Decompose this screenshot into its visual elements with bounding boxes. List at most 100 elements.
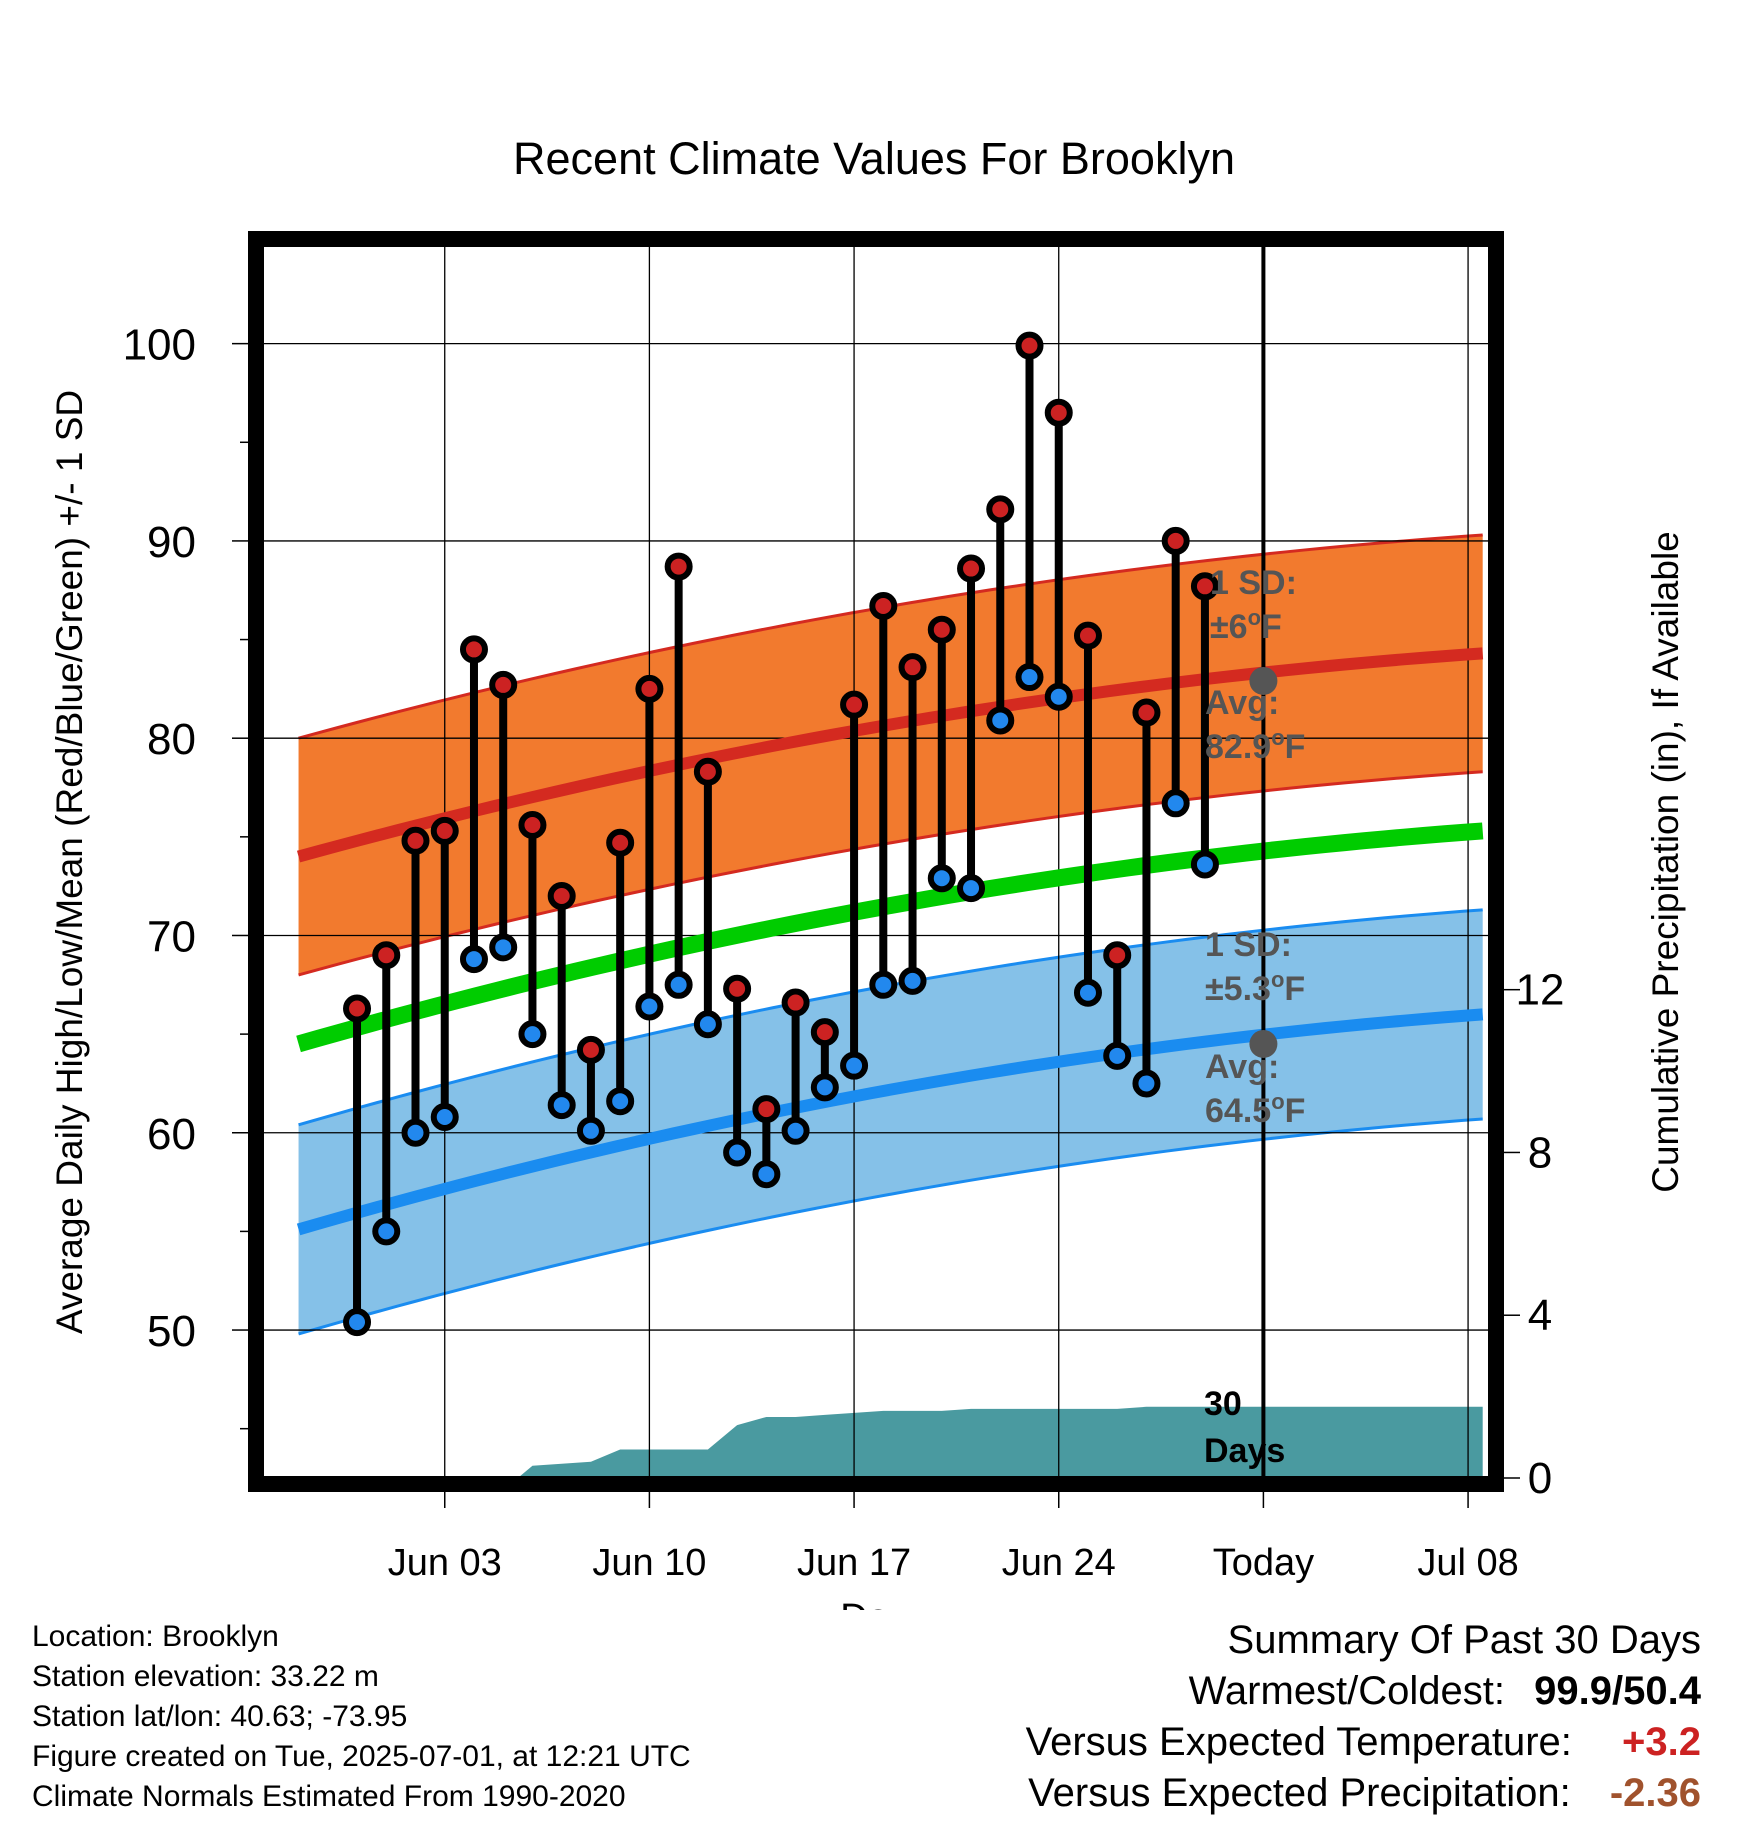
slash: / [1612, 1669, 1624, 1713]
daily-high-point [1161, 526, 1190, 555]
daily-high-point [1132, 698, 1161, 727]
daily-low-point [372, 1217, 401, 1246]
low-sd-band-lower-edge [298, 1117, 1483, 1336]
daily-low-point [1190, 850, 1219, 879]
daily-high-point [781, 988, 810, 1017]
daily-high-point [1103, 941, 1132, 970]
daily-high-point [898, 653, 927, 682]
daily-low-point [547, 1091, 576, 1120]
summary-heading: Summary Of Past 30 Days [1227, 1618, 1701, 1662]
normal-low-line [296, 1008, 1484, 1236]
daily-low-point [693, 1010, 722, 1039]
high-avg-label: Avg: [1205, 684, 1279, 722]
low-avg-label: Avg: [1205, 1048, 1279, 1086]
daily-low-point [430, 1102, 459, 1131]
daily-low-point [606, 1087, 635, 1116]
today-low-avg-dot [1249, 1029, 1278, 1058]
daily-high-point [693, 757, 722, 786]
daily-high-point [1015, 331, 1044, 360]
warm-cold-label: Warmest/Coldest: [1188, 1669, 1506, 1713]
daily-low-point [1044, 682, 1073, 711]
daily-high-point [372, 941, 401, 970]
y-axis-label: Average Daily High/Low/Mean (Red/Blue/Gr… [49, 390, 90, 1334]
warm-cold-values: 99.9/50.4 [1534, 1669, 1701, 1713]
chart-title: Recent Climate Values For Brooklyn [513, 133, 1235, 184]
daily-high-point [606, 828, 635, 857]
daily-high-point [957, 554, 986, 583]
daily-high-point [1073, 621, 1102, 650]
high-sd-band-lower-edge [298, 770, 1483, 977]
daily-low-point [957, 874, 986, 903]
daily-high-point [869, 592, 898, 621]
high-avg-value: 82.9oF [1205, 725, 1305, 766]
precip-anomaly-value: -2.36 [1609, 1771, 1701, 1815]
daily-low-point [810, 1073, 839, 1102]
daily-low-point [576, 1116, 605, 1145]
annotations: 1 SD: ±6oF Avg: 82.9oF 1 SD: ±5.3oF Avg:… [1204, 564, 1305, 1470]
daily-low-point [986, 706, 1015, 735]
daily-low-point [518, 1020, 547, 1049]
daily-high-point [664, 552, 693, 581]
y-tick-label: 80 [147, 715, 196, 764]
temp-anomaly-value: +3.2 [1622, 1720, 1701, 1764]
x-tick-label: Jul 08 [1417, 1542, 1518, 1584]
daily-low-point [1073, 978, 1102, 1007]
axes: 50 60 70 80 90 100 0 4 8 12 Jun 03 Jun 10 Jun 17 Jun … [49, 321, 1686, 1584]
warmest-value: 99.9 [1534, 1669, 1613, 1713]
daily-low-point [723, 1138, 752, 1167]
y2-tick-label: 0 [1528, 1454, 1552, 1503]
daily-high-point [518, 811, 547, 840]
normal-mean-line [296, 822, 1484, 1053]
high-sd-value: ±6oF [1210, 605, 1282, 646]
created-text: Figure created on Tue, 2025-07-01, at 12… [32, 1740, 691, 1773]
precip-area [298, 1406, 1483, 1478]
days-label-line2: Days [1204, 1432, 1285, 1470]
daily-high-point [635, 674, 664, 703]
daily-low-point [1015, 663, 1044, 692]
daily-high-point [489, 670, 518, 699]
daily-low-point [343, 1308, 372, 1337]
normals-text: Climate Normals Estimated From 1990-2020 [32, 1780, 626, 1813]
daily-low-point [1132, 1069, 1161, 1098]
daily-low-point [927, 864, 956, 893]
daily-low-point [1161, 789, 1190, 818]
warm-cold-row: Warmest/Coldest: 99.9/50.4 [1026, 1666, 1701, 1717]
daily-high-point [986, 495, 1015, 524]
daily-high-point [810, 1018, 839, 1047]
latlon-text: Station lat/lon: 40.63; -73.95 [32, 1700, 408, 1733]
y2-tick-label: 12 [1516, 966, 1565, 1015]
daily-low-point [1103, 1041, 1132, 1070]
daily-high-point [459, 635, 488, 664]
daily-high-point [927, 615, 956, 644]
x-tick-label: Jun 24 [1002, 1542, 1116, 1584]
temp-row: Versus Expected Temperature: +3.2 [1026, 1717, 1701, 1768]
daily-low-point [781, 1116, 810, 1145]
coldest-value: 50.4 [1623, 1669, 1701, 1713]
y-tick-label: 90 [147, 518, 196, 567]
x-axis-label: Day [840, 1597, 908, 1610]
daily-low-point [401, 1118, 430, 1147]
y2-axis-label: Cumulative Precipitation (in), If Availa… [1645, 531, 1686, 1193]
low-sd-label: 1 SD: [1205, 926, 1292, 964]
low-sd-value: ±5.3oF [1205, 967, 1305, 1008]
daily-range-bars [343, 245, 1278, 1478]
low-sd-band-fill [298, 909, 1483, 1334]
daily-low-point [635, 992, 664, 1021]
x-tick-label: Jun 17 [797, 1542, 911, 1584]
today-high-avg-dot [1249, 666, 1278, 695]
temp-label: Versus Expected Temperature: [1025, 1720, 1572, 1764]
plot-border [248, 231, 1504, 1492]
station-info: Location: Brooklyn Station elevation: 33… [32, 1617, 691, 1817]
daily-high-point [840, 690, 869, 719]
daily-high-point [1190, 572, 1219, 601]
days-label-line1: 30 [1204, 1385, 1242, 1423]
daily-low-point [489, 933, 518, 962]
daily-high-point [547, 882, 576, 911]
precip-cumulative-area [298, 1406, 1483, 1478]
x-tick-label: Jun 10 [592, 1542, 706, 1584]
daily-low-point [840, 1051, 869, 1080]
location-text: Location: Brooklyn [32, 1620, 279, 1653]
y2-tick-label: 8 [1528, 1128, 1552, 1177]
plot-frame [248, 231, 1504, 1492]
y-tick-label: 100 [123, 321, 196, 370]
